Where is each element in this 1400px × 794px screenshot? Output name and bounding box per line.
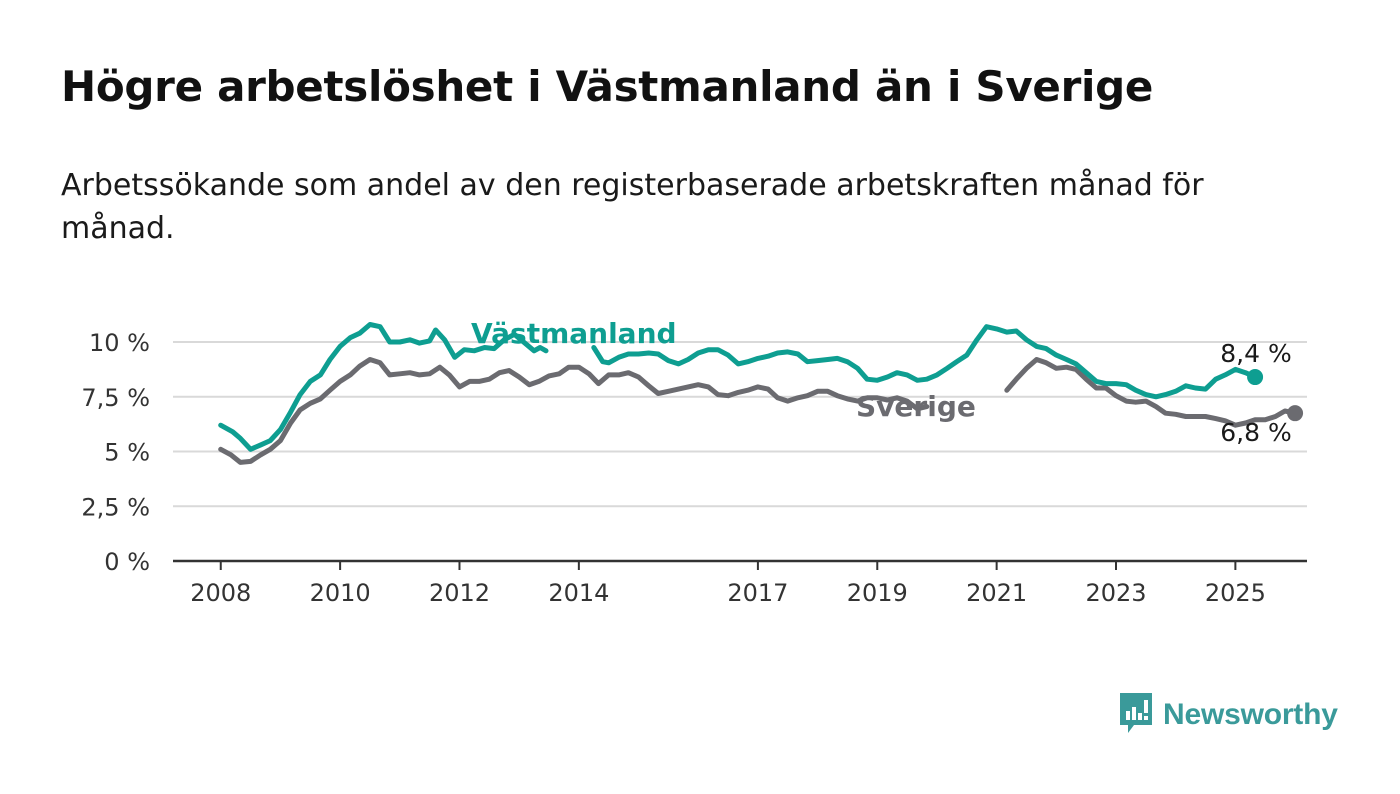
end-label-sverige: 6,8 % [1220,418,1291,447]
x-tick-label: 2012 [429,579,490,607]
brand-name: Newsworthy [1163,698,1338,731]
series-lines [218,322,1304,465]
x-tick-label: 2008 [190,579,251,607]
vastmanland-line [218,322,549,452]
series-labels: Västmanland Sverige 8,4 % 6,8 % [471,317,1292,447]
series-vastmanland [218,322,1264,452]
grid-lines [173,341,1307,563]
y-tick-label: 7,5 % [81,384,150,412]
series-label-sverige: Sverige [856,390,976,423]
y-tick-label: 10 % [89,329,150,357]
x-tick-label: 2019 [847,579,908,607]
y-tick-label: 5 % [104,439,150,467]
newsworthy-logo[interactable]: Newsworthy [1118,691,1338,739]
newsworthy-logo-icon [1118,691,1154,739]
sverige-end-point [1287,405,1304,422]
x-tick-label: 2025 [1205,579,1266,607]
series-sverige [218,357,1304,465]
y-axis-ticks: 0 % 2,5 % 5 % 7,5 % 10 % [81,329,150,576]
chart-title: Högre arbetslöshet i Västmanland än i Sv… [61,62,1154,111]
x-tick-label: 2021 [966,579,1027,607]
y-tick-label: 2,5 % [81,493,150,521]
x-axis-ticks: 2008 2010 2012 2014 2017 2019 2021 2023 2025 [190,561,1266,607]
x-tick-label: 2010 [310,579,371,607]
chart-subtitle: Arbetssökande som andel av den registerb… [61,168,1204,246]
x-tick-label: 2023 [1085,579,1146,607]
end-label-vastmanland: 8,4 % [1220,339,1291,368]
vastmanland-end-point [1247,369,1264,386]
x-tick-label: 2014 [548,579,609,607]
x-tick-label: 2017 [727,579,788,607]
y-tick-label: 0 % [104,548,150,576]
sverige-line [1004,357,1298,428]
series-label-vastmanland: Västmanland [471,317,677,350]
sverige-line [218,357,930,465]
vastmanland-line [591,324,1258,400]
